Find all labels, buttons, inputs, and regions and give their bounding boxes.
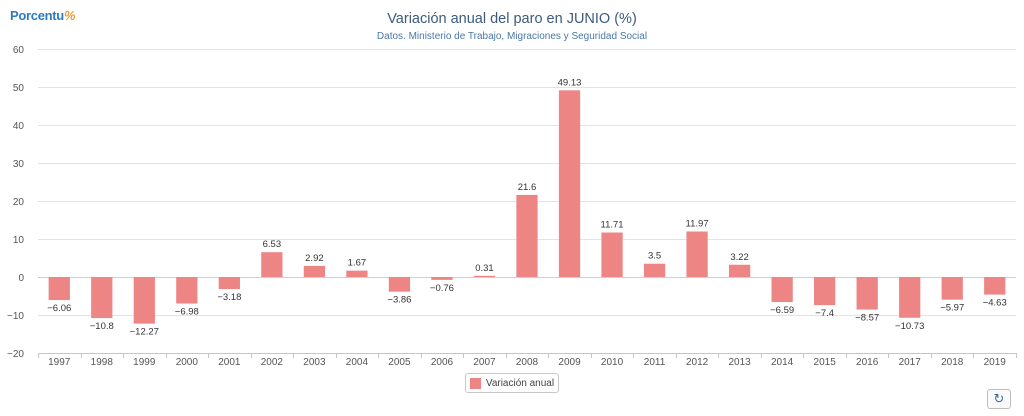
data-label: −3.86 (387, 295, 411, 306)
bar (601, 232, 623, 277)
data-label: 21.6 (518, 182, 537, 193)
bar (814, 277, 836, 306)
bar (686, 231, 708, 277)
bar (91, 277, 113, 319)
x-tick-label: 1998 (91, 357, 114, 368)
data-label: 11.71 (601, 220, 624, 231)
data-label: −10.73 (895, 321, 924, 332)
bar (856, 277, 878, 310)
x-tick-label: 2005 (388, 357, 411, 368)
x-tick-label: 2006 (431, 357, 454, 368)
y-tick-label: 30 (13, 159, 25, 170)
refresh-icon: ↻ (993, 391, 1005, 406)
x-tick-label: 2011 (644, 357, 666, 368)
x-tick-label: 2007 (473, 357, 496, 368)
bar (346, 270, 368, 277)
chart-subtitle: Datos. Ministerio de Trabajo, Migracione… (376, 31, 648, 42)
data-label: −7.4 (815, 308, 834, 319)
data-label: −5.97 (940, 303, 964, 314)
data-label: −6.06 (47, 303, 71, 314)
data-label: −6.98 (175, 307, 199, 318)
data-label: −4.63 (983, 298, 1007, 309)
data-label: 6.53 (263, 239, 282, 250)
legend-swatch (469, 377, 481, 389)
x-tick-label: 2014 (771, 357, 794, 368)
data-label: −12.27 (130, 327, 159, 338)
bar (303, 265, 326, 277)
y-tick-label: 10 (13, 235, 25, 246)
data-label: 3.5 (648, 251, 661, 262)
x-tick-label: 2013 (728, 357, 751, 368)
x-tick-label: 2019 (984, 357, 1007, 368)
x-tick-label: 2018 (941, 357, 964, 368)
x-tick-label: 2002 (261, 357, 284, 368)
y-tick-label: 50 (13, 83, 25, 94)
data-label: 1.67 (348, 258, 367, 269)
y-tick-label: 60 (13, 45, 25, 56)
x-tick-label: 2000 (176, 357, 199, 368)
brand-logo: Porcentu% (10, 8, 76, 23)
data-label: −3.18 (217, 292, 241, 303)
data-label: 49.13 (558, 77, 582, 88)
y-tick-label: −10 (7, 311, 24, 322)
x-tick-label: 1997 (48, 357, 71, 368)
y-tick-label: −20 (7, 349, 24, 360)
x-tick-label: 2008 (516, 357, 539, 368)
logo-text: Porcentu (10, 8, 64, 23)
bar (516, 194, 538, 277)
logo-mark: % (63, 8, 76, 23)
bar (388, 277, 411, 292)
bar (176, 277, 198, 304)
x-tick-label: 2009 (558, 357, 581, 368)
data-label: −6.59 (770, 305, 794, 316)
bar (431, 277, 453, 280)
x-tick-label: 2003 (303, 357, 326, 368)
bar (643, 263, 666, 277)
data-label: −8.57 (855, 313, 879, 324)
x-tick-label: 2016 (856, 357, 879, 368)
x-tick-label: 2010 (601, 357, 624, 368)
refresh-button[interactable]: ↻ (987, 389, 1011, 409)
bar (771, 277, 793, 303)
x-tick-label: 2017 (899, 357, 922, 368)
data-label: 3.22 (730, 252, 749, 263)
y-tick-label: 0 (18, 273, 24, 284)
bar (941, 277, 963, 300)
data-label: 2.92 (305, 253, 324, 264)
y-tick-label: 40 (13, 121, 25, 132)
legend-item[interactable]: Variación anual (465, 373, 559, 393)
bar (218, 277, 240, 290)
legend-label: Variación anual (485, 377, 555, 389)
chart-title: Variación anual del paro en JUNIO (%) (387, 11, 637, 27)
x-tick-label: 2012 (686, 357, 709, 368)
data-label: 11.97 (686, 219, 709, 230)
bar (473, 275, 496, 277)
bar (728, 264, 751, 277)
bar (558, 90, 581, 277)
bar (48, 277, 70, 301)
bar (261, 252, 283, 277)
bar (899, 277, 921, 318)
bar (984, 277, 1006, 295)
data-label: 0.31 (475, 263, 494, 274)
x-tick-label: 2001 (218, 357, 241, 368)
x-tick-label: 2015 (814, 357, 837, 368)
data-label: −10.8 (90, 321, 114, 332)
bar (133, 277, 155, 324)
x-tick-label: 2004 (346, 357, 369, 368)
y-tick-label: 20 (13, 197, 25, 208)
x-tick-label: 1999 (133, 357, 156, 368)
data-label: −0.76 (430, 283, 454, 294)
